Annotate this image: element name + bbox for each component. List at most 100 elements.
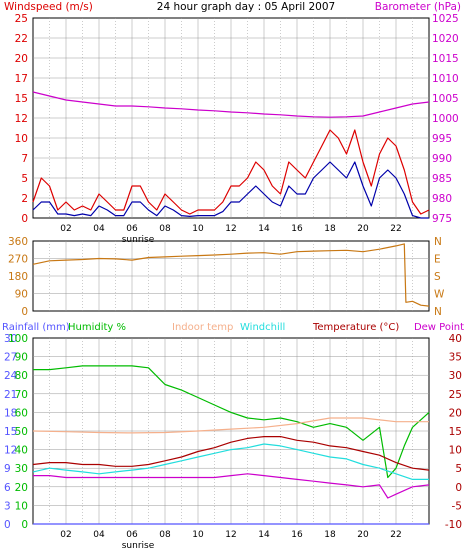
sunrise-label-top: sunrise <box>122 235 155 245</box>
y-tick-label: 1025 <box>432 13 459 25</box>
windspeed-axis-title: Windspeed (m/s) <box>4 1 93 13</box>
y-tick-label: 360 <box>8 236 28 248</box>
humidity-line <box>33 365 430 479</box>
barometer-axis-ticks: 975 980 985 990 995 1000 1005 1010 1015 1020 1025 <box>432 13 459 225</box>
y-tick-label: 0 <box>21 306 28 318</box>
x-tick-label: 08 <box>159 530 171 540</box>
y-tick-label: 50 <box>15 426 28 438</box>
x-tick-label: 12 <box>225 224 236 234</box>
panel-wind-series <box>32 91 430 219</box>
x-tick-label: 18 <box>324 530 336 540</box>
x-tick-label: 14 <box>258 224 270 234</box>
y-tick-label: 20 <box>15 53 28 65</box>
y-tick-label: 0 <box>455 482 462 494</box>
x-tick-label: 20 <box>357 530 369 540</box>
y-tick-label: -5 <box>452 500 462 512</box>
y-tick-label: -10 <box>445 519 462 531</box>
x-tick-label: 22 <box>390 224 401 234</box>
x-tick-label: 20 <box>357 224 369 234</box>
y-tick-label: 30 <box>15 463 28 475</box>
y-tick-label: W <box>434 289 445 301</box>
wind_direction-line <box>32 243 430 307</box>
panel-winddir-grid <box>33 241 429 311</box>
x-tick-label: 22 <box>390 530 401 540</box>
x-tick-label: 16 <box>291 530 303 540</box>
legend-windchill: Windchill <box>240 322 285 333</box>
x-tick-label: 02 <box>60 530 71 540</box>
y-tick-label: 24 <box>4 370 18 382</box>
x-tick-label: 16 <box>291 224 303 234</box>
y-tick-label: 15 <box>449 426 462 438</box>
y-tick-label: 1000 <box>432 113 459 125</box>
y-tick-label: 22 <box>15 33 28 45</box>
y-tick-label: 5 <box>21 173 28 185</box>
x-tick-label: 14 <box>258 530 270 540</box>
y-tick-label: 1015 <box>432 53 459 65</box>
y-tick-label: 18 <box>4 407 17 419</box>
temperature-line <box>32 436 430 471</box>
y-tick-label: 17 <box>15 73 28 85</box>
panel-temp-legend: Rainfall (mm) Humidity % Indoor temp Win… <box>2 322 464 333</box>
panel-winddir-series <box>32 243 430 307</box>
y-tick-label: 90 <box>15 289 28 301</box>
x-tick-label: 10 <box>192 530 204 540</box>
y-tick-label: 1005 <box>432 93 459 105</box>
x-tick-label: 10 <box>192 224 204 234</box>
y-tick-label: 0 <box>4 519 11 531</box>
y-tick-label: 3 <box>4 500 11 512</box>
sunrise-label-bottom: sunrise <box>122 541 155 551</box>
windspeed_avg-line <box>32 161 429 219</box>
x-tick-label: 06 <box>126 530 138 540</box>
y-tick-label: 80 <box>15 370 28 382</box>
panel-temp-series <box>32 365 430 525</box>
y-tick-label: 1020 <box>432 33 459 45</box>
rainfall-axis-ticks: 0 3 6 9 12 15 18 21 24 27 30 <box>4 333 18 531</box>
legend-rainfall: Rainfall (mm) <box>2 322 70 333</box>
legend-humidity: Humidity % <box>68 322 126 333</box>
x-tick-label: 18 <box>324 224 336 234</box>
y-tick-label: 10 <box>15 133 28 145</box>
windchill-line <box>32 443 429 480</box>
y-tick-label: 12 <box>15 113 28 125</box>
y-tick-label: 25 <box>449 389 462 401</box>
y-tick-label: 0 <box>21 519 28 531</box>
y-tick-label: 35 <box>449 352 462 364</box>
panel-wind-grid <box>33 18 429 218</box>
y-tick-label: 30 <box>449 370 462 382</box>
x-tick-label: 12 <box>225 530 236 540</box>
legend-dew-point: Dew Point <box>414 322 464 333</box>
y-tick-label: 9 <box>4 463 11 475</box>
indoor_temp-line <box>32 417 429 434</box>
y-tick-label: N <box>434 306 442 318</box>
y-tick-label: 90 <box>15 352 28 364</box>
legend-indoor-temp: Indoor temp <box>172 322 233 333</box>
y-tick-label: 1010 <box>432 73 459 85</box>
y-tick-label: 27 <box>4 352 17 364</box>
y-tick-label: 995 <box>432 133 452 145</box>
dew_point-line <box>33 473 430 499</box>
y-tick-label: 270 <box>8 254 28 266</box>
y-tick-label: 6 <box>4 482 11 494</box>
y-tick-label: 70 <box>15 389 28 401</box>
y-tick-label: 21 <box>4 389 17 401</box>
barometer-line <box>32 91 430 118</box>
y-tick-label: S <box>434 271 441 283</box>
y-tick-label: 180 <box>8 271 28 283</box>
y-tick-label: 60 <box>15 407 28 419</box>
panel-temp-grid <box>33 338 429 524</box>
barometer-axis-title: Barometer (hPa) <box>375 1 461 13</box>
y-tick-label: 980 <box>432 193 452 205</box>
y-tick-label: 10 <box>449 445 462 457</box>
temperature-axis-ticks: -10 -5 0 5 10 15 20 25 30 35 40 <box>445 333 462 531</box>
chart-title: 24 hour graph day : 05 April 2007 <box>157 1 335 13</box>
y-tick-label: N <box>434 236 442 248</box>
panel-wind-x-ticks: 02 04 06 08 10 12 14 16 18 20 22 <box>60 224 401 234</box>
x-tick-label: 02 <box>60 224 71 234</box>
y-tick-label: E <box>434 254 441 266</box>
y-tick-label: 985 <box>432 173 452 185</box>
y-tick-label: 5 <box>455 463 462 475</box>
y-tick-label: 10 <box>15 500 28 512</box>
x-tick-label: 04 <box>93 224 105 234</box>
